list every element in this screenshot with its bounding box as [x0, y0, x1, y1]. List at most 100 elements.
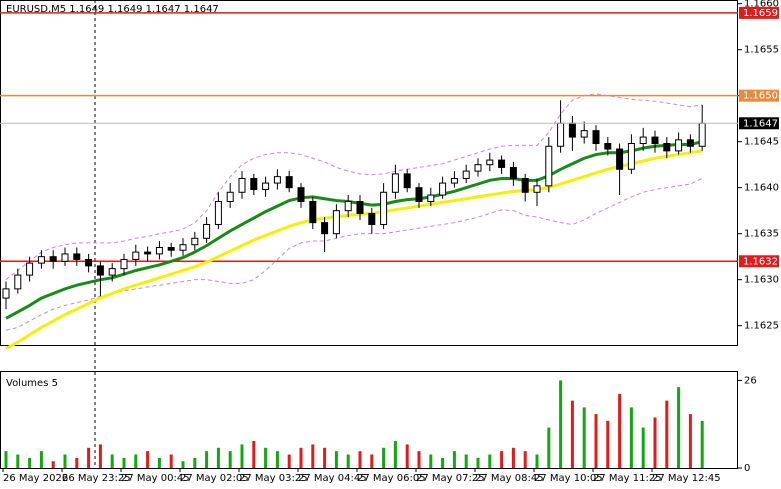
candle-body: [132, 251, 140, 260]
candle-body: [191, 237, 199, 246]
candle-body: [592, 130, 600, 145]
volume-bar: [39, 451, 43, 468]
candle-body: [427, 194, 435, 202]
y-tick-label: 1.1660: [744, 0, 779, 10]
candle-body: [580, 130, 588, 138]
x-tick-label: 27 May 06:05: [357, 473, 426, 484]
volume-bar: [700, 420, 704, 468]
candle-body: [49, 256, 57, 262]
volume-bar: [122, 457, 126, 468]
volume-tick-label: 0: [744, 463, 750, 474]
indicator-line: [5, 140, 703, 320]
volume-bar: [417, 451, 421, 468]
candle-body: [686, 139, 694, 147]
volume-bar: [240, 444, 244, 468]
volume-bar: [287, 454, 291, 468]
y-tick-label: 1.1635: [744, 229, 779, 240]
volume-bar: [641, 427, 645, 468]
candle-body: [486, 159, 494, 166]
x-tick-label: 27 May 12:45: [652, 473, 721, 484]
x-tick-label: 27 May 07:25: [416, 473, 485, 484]
volume-bar: [523, 451, 527, 468]
candle-body: [167, 246, 175, 251]
x-tick-label: 27 May 02:05: [180, 473, 249, 484]
candle-body: [462, 170, 470, 179]
volume-bar: [606, 420, 610, 468]
volume-bar: [582, 407, 586, 468]
volume-bar: [205, 451, 209, 468]
volume-tick-label: 26: [744, 375, 757, 386]
volume-panel: [0, 371, 738, 469]
candle-body: [651, 136, 659, 145]
volume-bar: [110, 454, 114, 468]
candle-body: [403, 173, 411, 189]
volume-bar: [358, 451, 362, 468]
candle-body: [108, 268, 116, 276]
candle-body: [450, 177, 458, 184]
volume-bar: [4, 451, 8, 468]
candle-body: [85, 258, 93, 267]
volume-bar: [16, 454, 20, 468]
volume-bar: [275, 451, 279, 468]
candle-body: [238, 177, 246, 193]
volume-bar: [488, 454, 492, 468]
candle-body: [226, 191, 234, 202]
candle-body: [380, 191, 388, 225]
y-tick-label: 1.1640: [744, 183, 779, 194]
volume-bar: [51, 461, 55, 468]
level-label-box: [739, 255, 779, 268]
candle-body: [521, 177, 529, 193]
x-tick-label: 27 May 04:45: [298, 473, 367, 484]
level-label-box: [739, 89, 779, 102]
candle-body: [155, 246, 163, 255]
candle-body: [344, 200, 352, 212]
candle-body: [439, 182, 447, 196]
volume-bar: [393, 441, 397, 468]
volume-bar: [441, 457, 445, 468]
candle-body: [368, 212, 376, 225]
candle-body: [203, 223, 211, 239]
candle-body: [568, 122, 576, 138]
volume-bar: [618, 393, 622, 468]
volume-bar: [677, 387, 681, 468]
candle-body: [557, 122, 565, 147]
current-price-box: [739, 117, 779, 130]
candle-body: [332, 210, 340, 235]
candle-body: [214, 200, 222, 225]
y-tick-label: 1.1625: [744, 321, 779, 332]
candle-body: [498, 159, 506, 168]
candle-body: [179, 244, 187, 251]
candle-body: [2, 288, 10, 299]
volume-bar: [370, 454, 374, 468]
candle-body: [627, 143, 635, 170]
volume-bar: [75, 457, 79, 468]
volume-bar: [476, 457, 480, 468]
volume-bar: [28, 457, 32, 468]
candle-body: [698, 122, 706, 147]
level-label: 1.1659: [743, 8, 778, 19]
volume-bar: [464, 454, 468, 468]
volume-bar: [169, 454, 173, 468]
volume-bar: [334, 451, 338, 468]
indicator-line: [5, 149, 703, 350]
volume-bar: [405, 444, 409, 468]
level-label-box: [739, 6, 779, 19]
volume-bar: [193, 457, 197, 468]
x-tick-label: 27 May 08:45: [475, 473, 544, 484]
volume-bar: [98, 444, 102, 468]
volume-bar: [134, 454, 138, 468]
candle-body: [61, 253, 69, 262]
x-tick-label: 26 May 2026: [3, 473, 68, 484]
volume-bar: [346, 454, 350, 468]
volume-bar: [629, 407, 633, 468]
candle-body: [663, 143, 671, 152]
volume-bar: [688, 414, 692, 468]
volume-bar: [547, 427, 551, 468]
volume-bar: [146, 451, 150, 468]
candle-body: [26, 262, 34, 276]
volume-bar: [570, 400, 574, 468]
chart-title: EURUSD,M5 1.1649 1.1649 1.1647 1.1647: [6, 4, 219, 15]
candle-body: [415, 187, 423, 202]
candle-body: [533, 185, 541, 193]
volume-bar: [216, 447, 220, 468]
